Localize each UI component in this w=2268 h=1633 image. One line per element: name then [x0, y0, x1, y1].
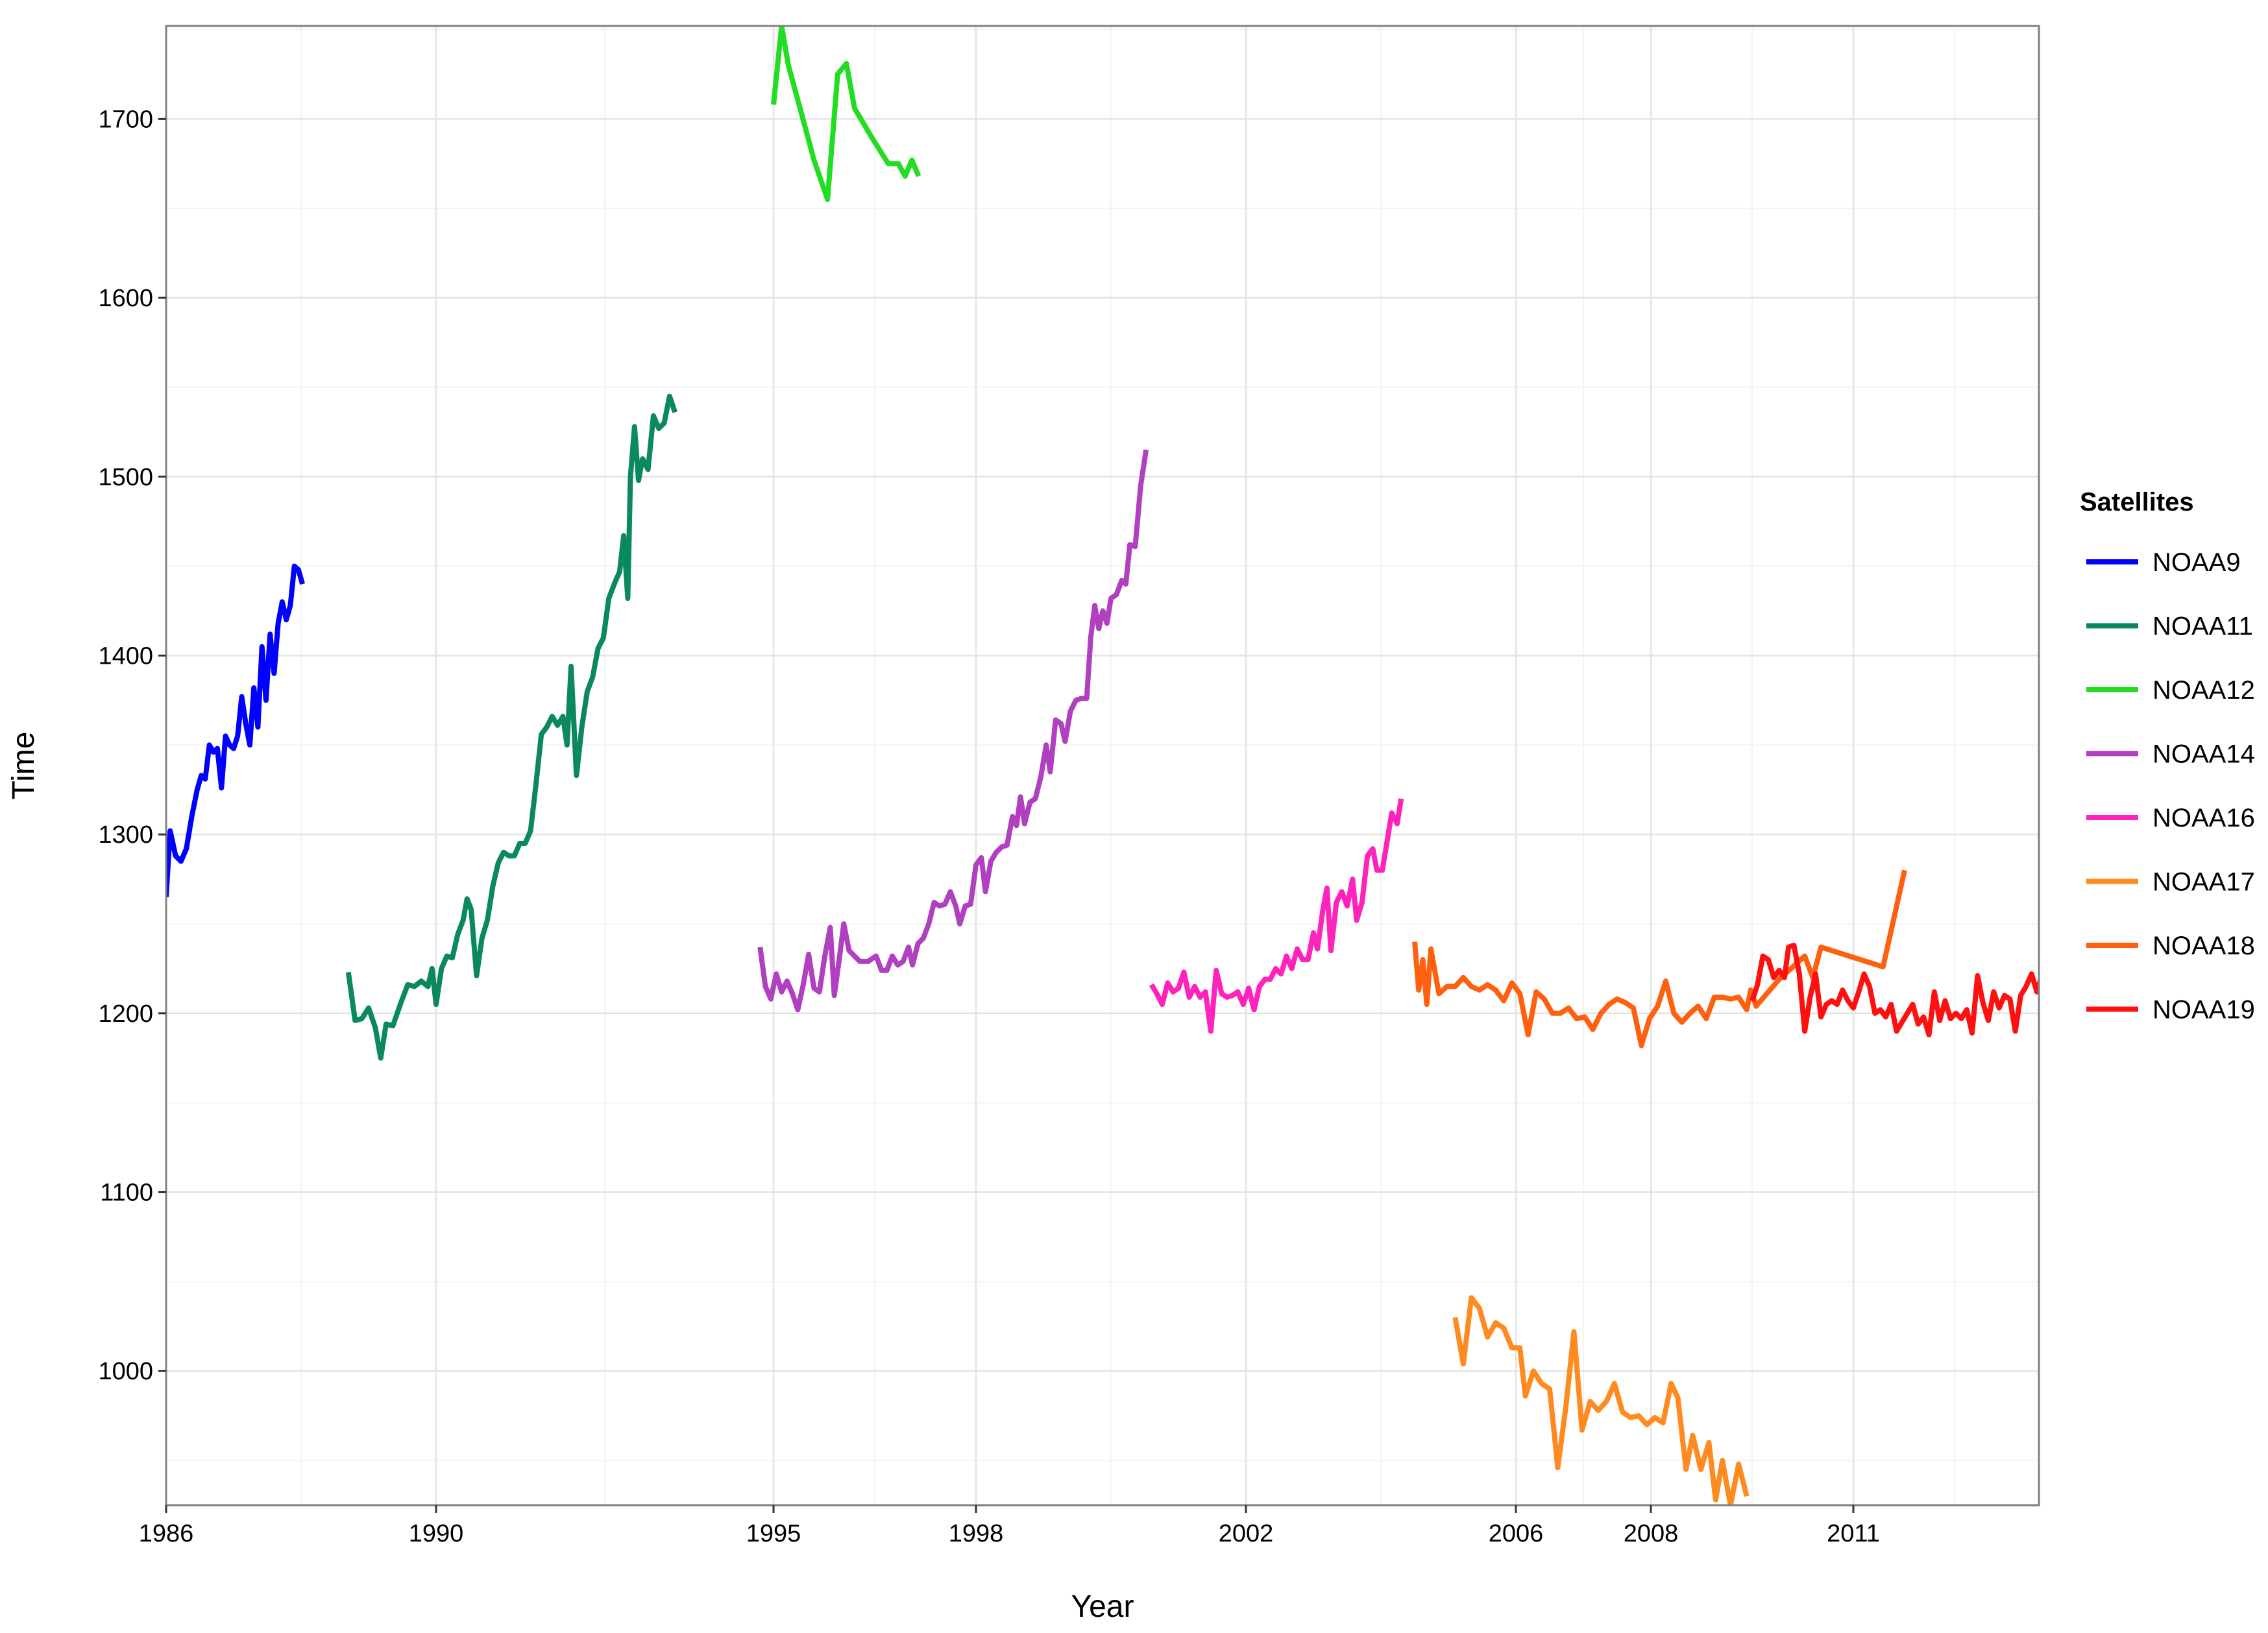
y-tick-label: 1100	[100, 1179, 153, 1207]
legend-label-noaa19: NOAA19	[2152, 996, 2255, 1024]
legend-label-noaa18: NOAA18	[2152, 932, 2255, 960]
series-line-noaa9	[166, 563, 305, 897]
legend-label-noaa16: NOAA16	[2152, 804, 2255, 832]
x-axis-title: Year	[1071, 1590, 1134, 1624]
y-axis: 1000 1100 1200 1300 1400 1500 1600 1700	[98, 106, 166, 1385]
x-tick-label: 2002	[1219, 1520, 1274, 1547]
y-tick-label: 1400	[98, 642, 153, 670]
x-tick-label: 1998	[949, 1520, 1004, 1547]
plot-panel	[166, 26, 2039, 1505]
y-tick-label: 1200	[98, 1000, 153, 1028]
y-axis-title: Time	[6, 732, 41, 800]
y-tick-label: 1000	[98, 1358, 153, 1385]
legend-label-noaa9: NOAA9	[2152, 548, 2241, 577]
legend: Satellites NOAA9 NOAA11 NOAA12 NOAA14 NOAA16…	[2080, 488, 2255, 1024]
series-lines	[166, 26, 2039, 1505]
x-tick-label: 2006	[1489, 1520, 1544, 1547]
legend-label-noaa17: NOAA17	[2152, 868, 2255, 897]
x-axis: 1986 1990 1995 1998 2002 2006 2008 2011	[139, 1505, 1880, 1547]
x-tick-label: 1990	[409, 1520, 464, 1547]
series-line-noaa18	[1412, 869, 1907, 1048]
x-tick-label: 1995	[746, 1520, 801, 1547]
legend-label-noaa11: NOAA11	[2152, 612, 2253, 641]
series-line-noaa11	[345, 393, 677, 1061]
y-tick-label: 1600	[98, 285, 153, 312]
minor-gridlines	[166, 26, 2039, 1505]
legend-label-noaa12: NOAA12	[2152, 676, 2255, 705]
series-line-noaa17	[1452, 1295, 1750, 1505]
x-tick-label: 2008	[1624, 1520, 1679, 1547]
legend-items: NOAA9 NOAA11 NOAA12 NOAA14 NOAA16 NOAA17 NOAA1…	[2086, 548, 2255, 1024]
legend-label-noaa14: NOAA14	[2152, 740, 2255, 769]
plot-border	[165, 25, 2040, 1506]
y-tick-label: 1700	[98, 106, 153, 133]
x-tick-label: 2011	[1827, 1520, 1880, 1547]
x-tick-label: 1986	[139, 1520, 194, 1547]
series-line-noaa12	[771, 26, 921, 202]
series-line-noaa16	[1149, 798, 1404, 1034]
series-line-noaa14	[757, 449, 1149, 1013]
y-tick-label: 1300	[98, 821, 153, 849]
y-tick-label: 1500	[98, 464, 153, 491]
series-line-noaa19	[1750, 943, 2039, 1037]
legend-title: Satellites	[2080, 488, 2194, 516]
